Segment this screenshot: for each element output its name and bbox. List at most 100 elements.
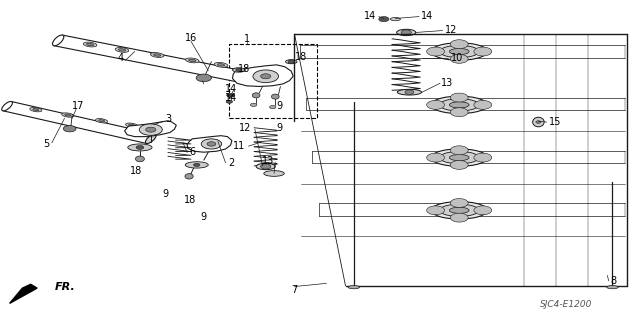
Ellipse shape [250, 103, 257, 107]
Circle shape [401, 30, 412, 35]
Ellipse shape [52, 35, 64, 46]
Text: 17: 17 [72, 101, 84, 111]
Circle shape [288, 60, 294, 63]
Ellipse shape [145, 134, 156, 144]
Ellipse shape [269, 106, 276, 109]
Text: 9: 9 [163, 189, 168, 199]
Ellipse shape [118, 49, 125, 51]
Ellipse shape [2, 101, 12, 111]
Ellipse shape [189, 59, 196, 62]
Ellipse shape [86, 43, 94, 46]
Ellipse shape [440, 99, 479, 111]
Ellipse shape [397, 89, 422, 95]
Text: 1: 1 [243, 34, 250, 44]
Ellipse shape [449, 154, 469, 161]
Text: 6: 6 [189, 146, 195, 157]
Text: 14: 14 [421, 11, 433, 21]
Text: 4: 4 [118, 53, 124, 63]
Text: 13: 13 [442, 78, 454, 88]
Ellipse shape [431, 43, 487, 60]
Text: 12: 12 [445, 25, 457, 35]
Ellipse shape [607, 286, 618, 289]
Circle shape [193, 163, 200, 167]
Ellipse shape [241, 72, 252, 83]
Ellipse shape [449, 207, 469, 213]
Text: 10: 10 [451, 53, 463, 63]
Ellipse shape [532, 117, 544, 127]
Ellipse shape [252, 93, 260, 98]
Circle shape [136, 145, 144, 149]
Circle shape [253, 70, 278, 83]
Circle shape [451, 93, 468, 102]
Ellipse shape [186, 58, 199, 63]
Ellipse shape [440, 152, 479, 164]
Circle shape [451, 146, 468, 155]
Circle shape [474, 206, 492, 215]
Text: 18: 18 [184, 195, 196, 205]
Ellipse shape [129, 124, 134, 126]
Text: 14: 14 [225, 93, 237, 103]
Circle shape [451, 55, 468, 63]
Text: 16: 16 [185, 33, 197, 43]
Ellipse shape [431, 96, 487, 114]
Text: 11: 11 [233, 141, 245, 151]
Polygon shape [125, 121, 176, 137]
Bar [229, 44, 317, 118]
Circle shape [451, 213, 468, 222]
Text: 9: 9 [276, 123, 283, 133]
Ellipse shape [397, 29, 416, 36]
Ellipse shape [264, 171, 284, 176]
Circle shape [405, 90, 414, 94]
Text: 14: 14 [225, 84, 237, 94]
Ellipse shape [150, 53, 164, 57]
Circle shape [146, 127, 156, 132]
Ellipse shape [440, 45, 479, 58]
Ellipse shape [449, 102, 469, 108]
Polygon shape [3, 101, 155, 144]
Circle shape [427, 206, 445, 215]
Text: 13: 13 [262, 156, 274, 167]
Ellipse shape [285, 60, 297, 64]
Circle shape [451, 198, 468, 207]
Polygon shape [10, 284, 37, 303]
Circle shape [474, 153, 492, 162]
Ellipse shape [125, 123, 138, 127]
Polygon shape [187, 136, 232, 152]
Circle shape [427, 153, 445, 162]
Circle shape [536, 121, 541, 123]
Polygon shape [232, 65, 293, 86]
Ellipse shape [185, 162, 208, 168]
Ellipse shape [33, 108, 39, 111]
Circle shape [207, 142, 216, 146]
Ellipse shape [449, 48, 469, 55]
Circle shape [201, 139, 221, 149]
Polygon shape [54, 35, 251, 83]
Text: 18: 18 [294, 52, 307, 62]
Ellipse shape [128, 144, 152, 151]
Ellipse shape [61, 113, 74, 117]
Circle shape [427, 47, 445, 56]
Circle shape [140, 124, 163, 135]
Text: FR.: FR. [55, 282, 76, 292]
Circle shape [379, 17, 389, 22]
Circle shape [63, 125, 76, 132]
Circle shape [260, 164, 271, 169]
Circle shape [260, 74, 271, 79]
Text: 9: 9 [201, 212, 207, 222]
Text: 14: 14 [364, 11, 376, 21]
Ellipse shape [95, 119, 108, 123]
Circle shape [451, 160, 468, 169]
Ellipse shape [348, 286, 360, 289]
Circle shape [451, 108, 468, 117]
Ellipse shape [154, 54, 161, 56]
Ellipse shape [214, 63, 228, 67]
Circle shape [236, 68, 242, 71]
Ellipse shape [65, 114, 71, 116]
Text: 18: 18 [237, 64, 250, 74]
Circle shape [427, 100, 445, 109]
Ellipse shape [232, 68, 245, 72]
Text: 7: 7 [291, 285, 298, 295]
Ellipse shape [30, 108, 42, 112]
Ellipse shape [431, 149, 487, 166]
Ellipse shape [256, 163, 275, 170]
